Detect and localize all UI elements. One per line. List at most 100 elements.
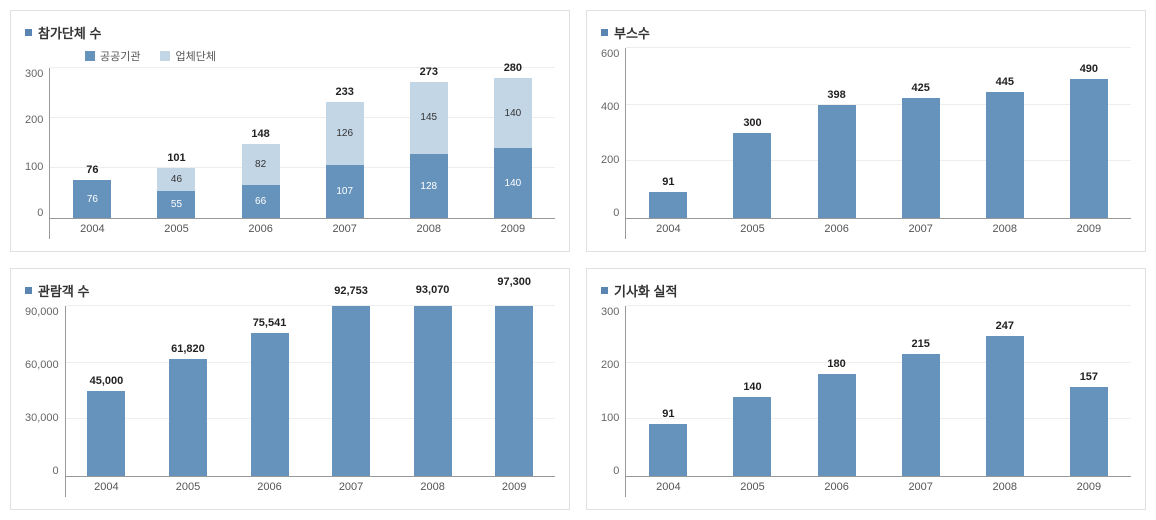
chart-container: 90,00060,00030,000045,00061,82075,54192,…: [25, 306, 555, 497]
x-tick-label: 2007: [885, 219, 956, 239]
y-tick-label: 0: [613, 207, 619, 219]
bars-group: 45,00061,82075,54192,75393,07097,300: [66, 306, 555, 476]
bar-stack: [818, 306, 856, 476]
bar-stack: [1070, 48, 1108, 218]
x-tick-label: 2008: [398, 477, 467, 497]
bar-stack: [1070, 306, 1108, 476]
y-tick-label: 200: [601, 154, 619, 166]
x-tick-label: 2004: [57, 219, 128, 239]
legend-item: 업체단체: [160, 48, 215, 64]
bar-column: 273128145: [393, 68, 464, 218]
bar-segment: [902, 354, 940, 476]
bar-column: 215: [885, 306, 956, 476]
bar-column: 425: [885, 48, 956, 218]
bar-segment: [1070, 79, 1108, 218]
bar-segment: [986, 92, 1024, 218]
bar-column: 233107126: [309, 68, 380, 218]
segment-value-label: 140: [505, 178, 522, 189]
title-bullet-icon: [601, 29, 608, 36]
legend-label: 공공기관: [100, 48, 140, 64]
x-tick-label: 2007: [309, 219, 380, 239]
panel-title: 기사화 실적: [614, 281, 677, 300]
bar-stack: [649, 306, 687, 476]
bar-stack: 128145: [410, 68, 448, 218]
bar-segment: 145: [410, 82, 448, 155]
segment-value-label: 140: [505, 108, 522, 119]
x-axis: 200420052006200720082009: [626, 219, 1131, 239]
bar-stack: [986, 306, 1024, 476]
segment-value-label: 46: [171, 174, 182, 185]
bar-stack: [87, 306, 125, 476]
bar-segment: [87, 391, 125, 476]
bar-stack: [733, 48, 771, 218]
y-tick-label: 400: [601, 101, 619, 113]
y-tick-label: 300: [25, 68, 43, 80]
y-tick-label: 600: [601, 48, 619, 60]
x-tick-label: 2006: [801, 219, 872, 239]
plot: 9130039842544549020042005200620072008200…: [625, 48, 1131, 239]
bar-segment: [169, 359, 207, 476]
segment-value-label: 126: [336, 128, 353, 139]
x-tick-label: 2008: [969, 219, 1040, 239]
x-tick-label: 2009: [1054, 219, 1125, 239]
panel-title-row: 부스수: [601, 23, 1131, 42]
bar-stack: [818, 48, 856, 218]
x-tick-label: 2009: [478, 219, 549, 239]
bar-column: 398: [801, 48, 872, 218]
bar-segment: [414, 306, 452, 476]
panel-title-row: 관람객 수: [25, 281, 555, 300]
chart-container: 3002001000911401802152471572004200520062…: [601, 306, 1131, 497]
y-axis: 3002001000: [25, 68, 49, 239]
chart-container: 6004002000913003984254454902004200520062…: [601, 48, 1131, 239]
bars-group: 91300398425445490: [626, 48, 1131, 218]
panel-title: 관람객 수: [38, 281, 89, 300]
bar-stack: [332, 306, 370, 476]
panel-title: 부스수: [614, 23, 650, 42]
bars-group: 91140180215247157: [626, 306, 1131, 476]
legend-label: 업체단체: [175, 48, 215, 64]
bar-stack: [495, 306, 533, 476]
bar-segment: 140: [494, 148, 532, 218]
x-tick-label: 2004: [72, 477, 141, 497]
panel-title-row: 기사화 실적: [601, 281, 1131, 300]
bar-column: 7676: [57, 68, 128, 218]
plot-area: 91300398425445490: [626, 48, 1131, 219]
y-tick-label: 30,000: [25, 412, 59, 424]
plot: 7676101554614866822331071262731281452801…: [49, 68, 555, 239]
bar-segment: [251, 333, 289, 476]
chart-panel-0: 참가단체 수공공기관업체단체30020010007676101554614866…: [10, 10, 570, 252]
bar-segment: 46: [157, 168, 195, 191]
bar-column: 93,070: [398, 306, 467, 476]
bar-stack: [902, 48, 940, 218]
y-tick-label: 100: [601, 412, 619, 424]
y-axis: 3002001000: [601, 306, 625, 497]
bar-total-label: 92,753: [317, 285, 386, 297]
x-tick-label: 2005: [154, 477, 223, 497]
segment-value-label: 82: [255, 159, 266, 170]
segment-value-label: 76: [87, 194, 98, 205]
bar-stack: 107126: [326, 68, 364, 218]
bar-segment: 140: [494, 78, 532, 148]
y-tick-label: 200: [601, 359, 619, 371]
x-axis: 200420052006200720082009: [626, 477, 1131, 497]
title-bullet-icon: [601, 287, 608, 294]
panel-title: 참가단체 수: [38, 23, 101, 42]
bar-column: 92,753: [317, 306, 386, 476]
bar-stack: [251, 306, 289, 476]
bar-segment: [1070, 387, 1108, 476]
bar-column: 490: [1054, 48, 1125, 218]
x-tick-label: 2006: [225, 219, 296, 239]
bar-column: 91: [633, 48, 704, 218]
bar-segment: 55: [157, 191, 195, 219]
y-axis: 90,00060,00030,0000: [25, 306, 65, 497]
y-tick-label: 0: [53, 465, 59, 477]
x-axis: 200420052006200720082009: [50, 219, 555, 239]
bar-stack: [414, 306, 452, 476]
plot-area: 7676101554614866822331071262731281452801…: [50, 68, 555, 219]
bar-stack: 6682: [242, 68, 280, 218]
bar-segment: [332, 306, 370, 476]
panel-title-row: 참가단체 수: [25, 23, 555, 42]
y-tick-label: 200: [25, 114, 43, 126]
bar-column: 180: [801, 306, 872, 476]
bar-stack: [649, 48, 687, 218]
